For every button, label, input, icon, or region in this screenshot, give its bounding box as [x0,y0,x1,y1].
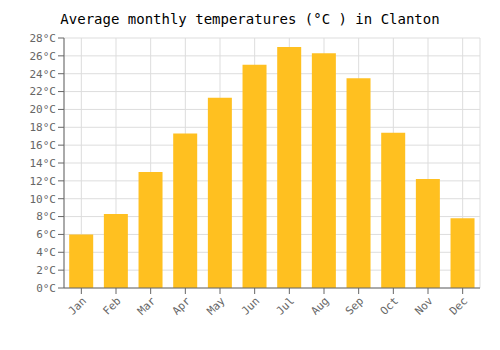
svg-text:Dec: Dec [447,294,470,317]
svg-text:Jul: Jul [274,294,297,317]
svg-text:Sep: Sep [343,294,366,317]
svg-text:16°C: 16°C [30,139,57,152]
svg-text:Aug: Aug [308,294,331,317]
svg-text:Jun: Jun [239,294,262,317]
svg-text:Nov: Nov [412,294,436,318]
svg-text:26°C: 26°C [30,50,57,63]
svg-text:2°C: 2°C [36,264,56,277]
svg-text:18°C: 18°C [30,121,57,134]
svg-text:6°C: 6°C [36,228,56,241]
svg-text:4°C: 4°C [36,246,56,259]
svg-text:24°C: 24°C [30,68,57,81]
svg-text:0°C: 0°C [36,282,56,295]
svg-text:20°C: 20°C [30,103,57,116]
svg-text:12°C: 12°C [30,175,57,188]
svg-text:May: May [204,294,228,318]
svg-text:Oct: Oct [378,294,401,317]
svg-text:10°C: 10°C [30,193,57,206]
svg-text:8°C: 8°C [36,210,56,223]
html-text:Average monthly temperatures (: Average monthly temperatures (°C ) in Cl… [60,11,440,27]
svg-text:Feb: Feb [100,294,123,317]
svg-text:14°C: 14°C [30,157,57,170]
svg-text:28°C: 28°C [30,32,57,45]
svg-text:Mar: Mar [135,294,159,318]
svg-text:Apr: Apr [170,294,194,318]
svg-text:22°C: 22°C [30,85,57,98]
svg-text:Jan: Jan [66,294,89,317]
